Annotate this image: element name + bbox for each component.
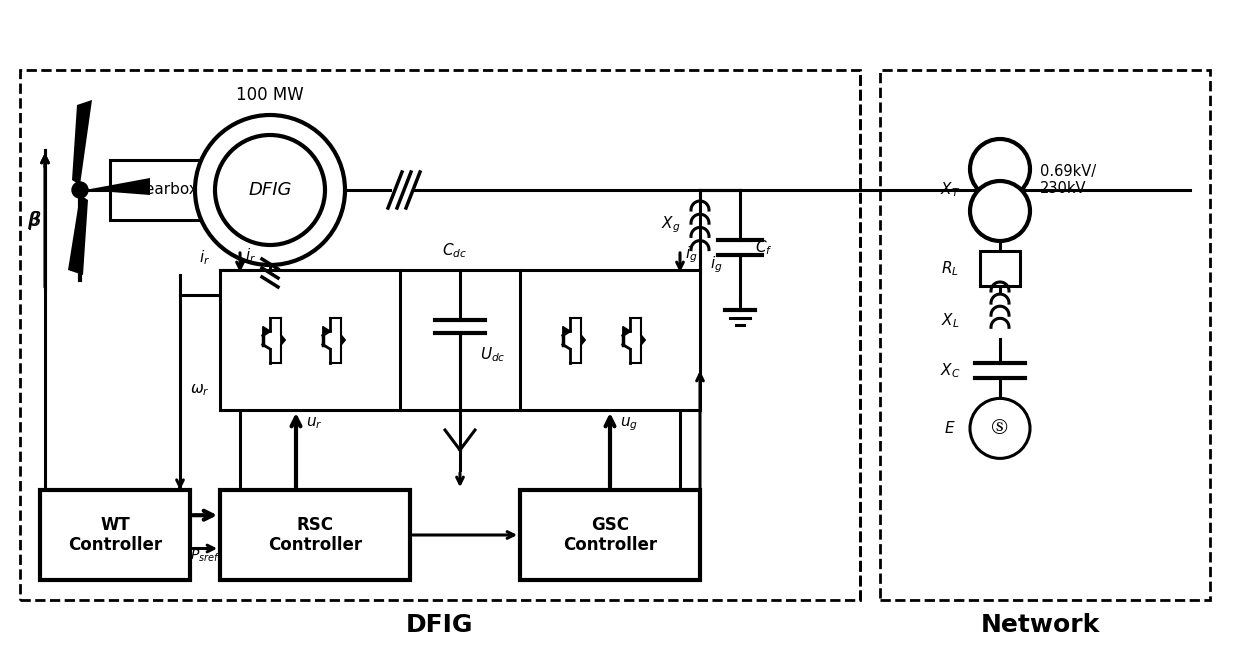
Text: $i_r$: $i_r$ bbox=[246, 246, 257, 265]
Text: 0.69kV/
230kV: 0.69kV/ 230kV bbox=[1040, 164, 1096, 196]
Polygon shape bbox=[622, 326, 630, 335]
Polygon shape bbox=[280, 335, 285, 345]
Polygon shape bbox=[72, 100, 92, 185]
Bar bbox=[980, 251, 1021, 286]
Text: $U_{dc}$: $U_{dc}$ bbox=[480, 346, 506, 365]
Bar bbox=[20, 70, 861, 600]
Text: $i_g$: $i_g$ bbox=[711, 255, 723, 276]
Text: $R_L$: $R_L$ bbox=[941, 259, 959, 278]
Text: $i_g$: $i_g$ bbox=[684, 244, 698, 265]
Text: DFIG: DFIG bbox=[407, 613, 474, 637]
Polygon shape bbox=[86, 178, 150, 195]
Text: $\beta$: $\beta$ bbox=[26, 209, 40, 231]
Text: $u_r$: $u_r$ bbox=[306, 415, 322, 431]
Bar bbox=[880, 70, 1210, 600]
Polygon shape bbox=[641, 335, 645, 345]
Text: GSC
Controller: GSC Controller bbox=[563, 515, 657, 554]
Bar bbox=[40, 490, 190, 580]
Circle shape bbox=[970, 398, 1030, 458]
Bar bbox=[520, 270, 701, 410]
Text: Network: Network bbox=[981, 613, 1100, 637]
Text: WT
Controller: WT Controller bbox=[68, 515, 162, 554]
Polygon shape bbox=[563, 326, 570, 335]
Circle shape bbox=[215, 135, 325, 245]
Text: $P_{sref}$: $P_{sref}$ bbox=[190, 547, 219, 564]
Bar bbox=[219, 490, 410, 580]
Text: $X_C$: $X_C$ bbox=[940, 361, 960, 380]
Polygon shape bbox=[68, 195, 88, 275]
Text: $\omega_r$: $\omega_r$ bbox=[190, 382, 210, 398]
Bar bbox=[219, 270, 401, 410]
Text: $X_g$: $X_g$ bbox=[661, 214, 680, 235]
Text: 100 MW: 100 MW bbox=[236, 86, 304, 104]
Text: $X_L$: $X_L$ bbox=[941, 311, 960, 330]
Text: $X_T$: $X_T$ bbox=[940, 181, 960, 200]
Circle shape bbox=[195, 115, 345, 265]
Circle shape bbox=[72, 182, 88, 198]
Circle shape bbox=[970, 139, 1030, 199]
Text: $\beta$: $\beta$ bbox=[29, 209, 42, 231]
Polygon shape bbox=[580, 335, 585, 345]
Text: $C_f$: $C_f$ bbox=[755, 239, 773, 257]
Text: $u_g$: $u_g$ bbox=[620, 415, 639, 433]
Text: $E$: $E$ bbox=[944, 421, 956, 436]
Text: $i_r$: $i_r$ bbox=[198, 249, 210, 267]
Bar bbox=[110, 160, 219, 220]
Bar bbox=[520, 490, 701, 580]
Text: $C_{dc}$: $C_{dc}$ bbox=[443, 241, 467, 260]
Text: Gearbox: Gearbox bbox=[133, 183, 197, 198]
Circle shape bbox=[970, 181, 1030, 241]
Text: RSC
Controller: RSC Controller bbox=[268, 515, 362, 554]
Text: DFIG: DFIG bbox=[248, 181, 291, 199]
Polygon shape bbox=[322, 326, 330, 335]
Text: $\circledS$: $\circledS$ bbox=[991, 419, 1008, 438]
Polygon shape bbox=[341, 335, 345, 345]
Polygon shape bbox=[263, 326, 270, 335]
